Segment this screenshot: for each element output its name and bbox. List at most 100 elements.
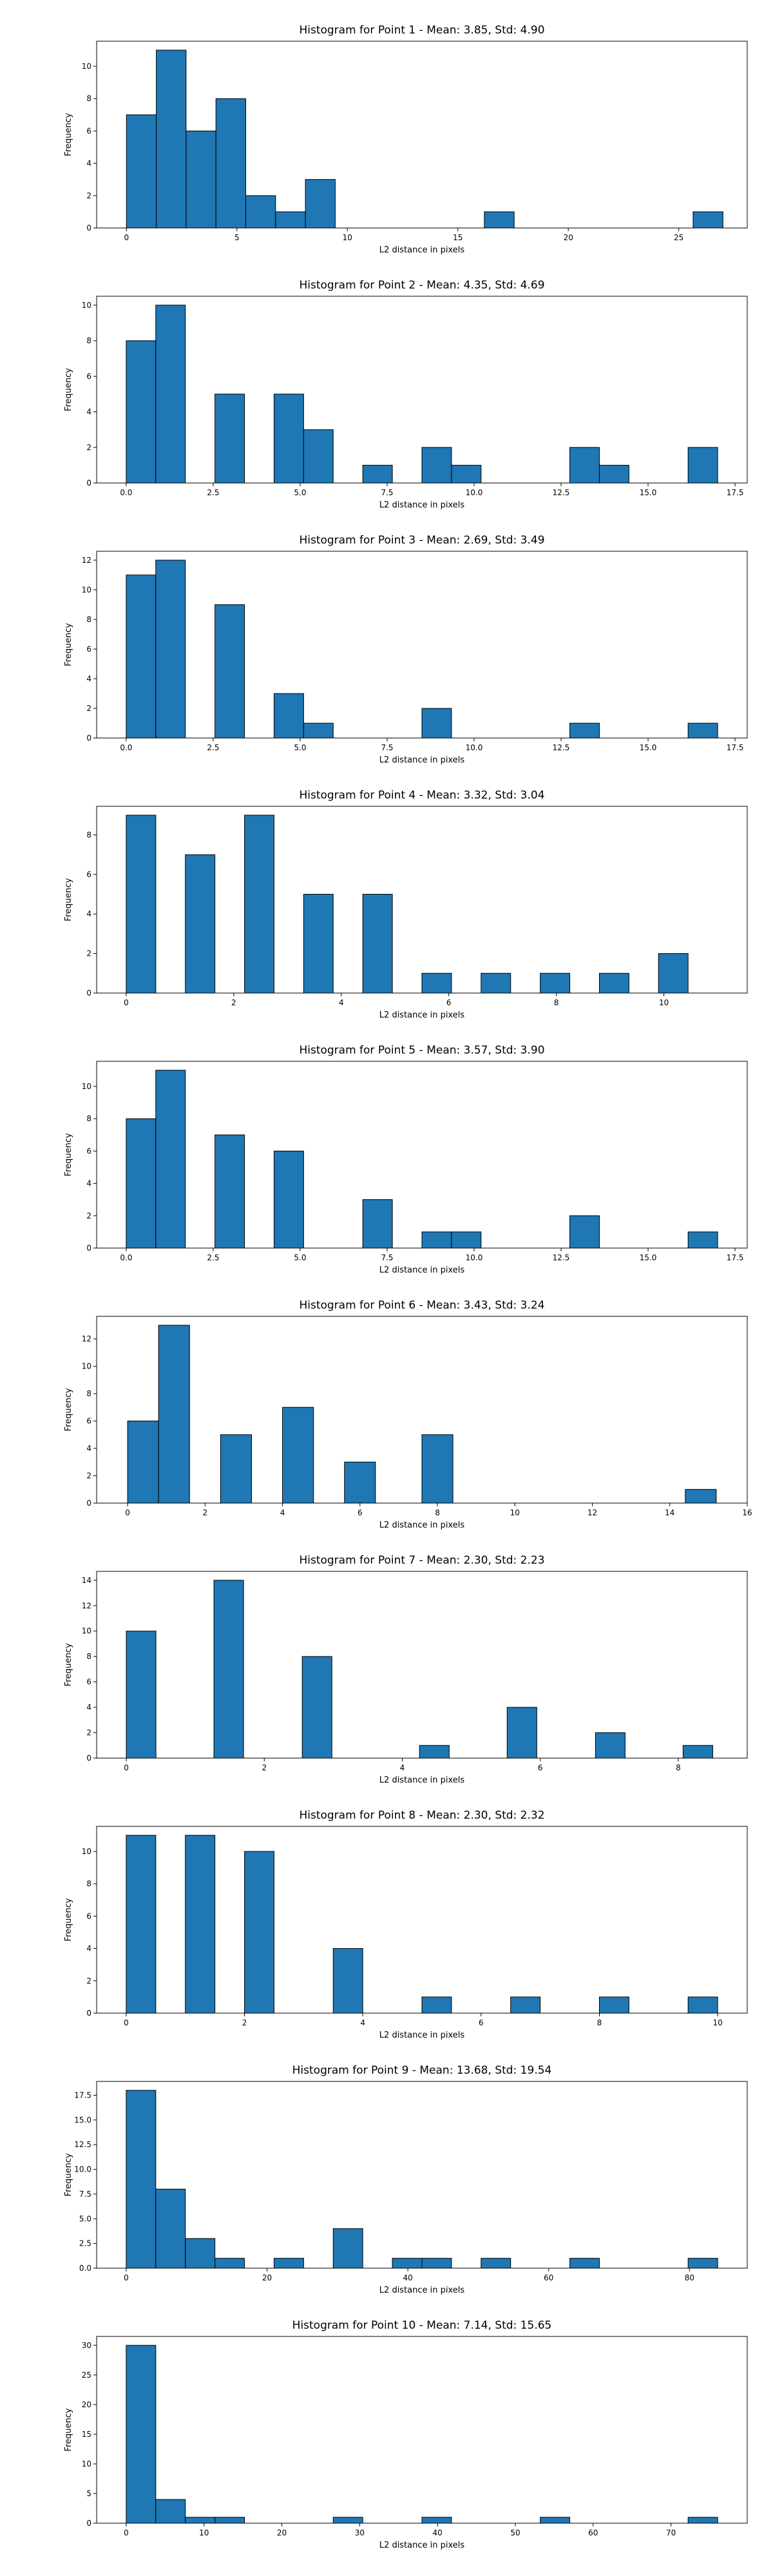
- y-tick-label: 10: [82, 585, 91, 594]
- x-tick-label: 2.5: [207, 1253, 219, 1262]
- x-tick-label: 17.5: [727, 1253, 744, 1262]
- y-axis-label: Frequency: [64, 623, 73, 666]
- y-tick-label: 2: [86, 1211, 91, 1220]
- x-tick-label: 0: [124, 2273, 129, 2282]
- y-tick-label: 17.5: [74, 2090, 91, 2099]
- histogram-chart: Histogram for Point 8 - Mean: 2.30, Std:…: [64, 1809, 748, 2040]
- histogram-bar: [275, 211, 306, 229]
- y-tick-label: 8: [86, 615, 91, 624]
- x-tick-label: 6: [479, 2018, 484, 2027]
- chart-title: Histogram for Point 3 - Mean: 2.69, Std:…: [299, 534, 544, 547]
- x-axis-label: L2 distance in pixels: [379, 2031, 465, 2040]
- histogram-bar: [215, 1134, 245, 1249]
- x-tick-label: 7.5: [381, 488, 393, 497]
- histogram-bar: [126, 1631, 157, 1759]
- x-tick-label: 10: [343, 233, 352, 242]
- histogram-chart: Histogram for Point 4 - Mean: 3.32, Std:…: [64, 789, 748, 1020]
- histogram-bar: [185, 1835, 216, 2014]
- histogram-bar: [421, 1231, 452, 1249]
- y-tick-label: 0: [86, 1244, 91, 1253]
- histogram-bar: [687, 1231, 718, 1249]
- y-tick-label: 2: [86, 443, 91, 452]
- x-tick-label: 7.5: [381, 743, 393, 752]
- histogram-bar: [506, 1707, 537, 1759]
- histogram-panel: Histogram for Point 7 - Mean: 2.30, Std:…: [0, 1533, 773, 1788]
- x-tick-label: 15: [453, 233, 463, 242]
- x-tick-label: 16: [742, 1508, 752, 1517]
- histogram-bar: [481, 972, 511, 994]
- histogram-bar: [421, 1996, 452, 2014]
- x-axis-label: L2 distance in pixels: [379, 1265, 465, 1275]
- chart-title: Histogram for Point 10 - Mean: 7.14, Std…: [292, 2319, 552, 2332]
- y-tick-label: 2.5: [79, 2239, 91, 2248]
- y-axis-label: Frequency: [64, 1133, 73, 1176]
- histogram-bar: [126, 1118, 157, 1249]
- histogram-bar: [540, 972, 571, 994]
- axes-frame: [96, 1061, 748, 1249]
- x-tick-label: 10.0: [466, 743, 483, 752]
- x-tick-label: 15.0: [640, 488, 657, 497]
- histogram-bar: [185, 2517, 216, 2524]
- histogram-bar: [156, 50, 187, 229]
- histogram-bar: [362, 464, 393, 484]
- x-tick-label: 5.0: [294, 1253, 306, 1262]
- histogram-bar: [215, 393, 245, 484]
- y-tick-label: 6: [86, 126, 91, 135]
- x-axis-label: L2 distance in pixels: [379, 1776, 465, 1785]
- x-tick-label: 50: [510, 2528, 520, 2537]
- histogram-bar: [273, 393, 304, 484]
- axes-frame: [96, 2336, 748, 2524]
- histogram-panel: Histogram for Point 4 - Mean: 3.32, Std:…: [0, 768, 773, 1023]
- histogram-bar: [598, 972, 629, 994]
- histogram-bar: [595, 1732, 625, 1759]
- chart-title: Histogram for Point 4 - Mean: 3.32, Std:…: [299, 789, 544, 802]
- histogram-bar: [215, 98, 246, 229]
- histogram-bar: [332, 1948, 363, 2014]
- x-tick-label: 2: [203, 1508, 208, 1517]
- y-tick-label: 12: [82, 1334, 91, 1343]
- histogram-bar: [155, 305, 186, 484]
- y-axis-label: Frequency: [64, 1898, 73, 1941]
- x-tick-label: 15.0: [640, 1253, 657, 1262]
- x-tick-label: 0: [124, 1763, 129, 1772]
- histogram-bar: [421, 447, 452, 484]
- histogram-bar: [244, 815, 274, 994]
- histogram-chart: Histogram for Point 9 - Mean: 13.68, Std…: [64, 2064, 748, 2295]
- x-tick-label: 15.0: [640, 743, 657, 752]
- histogram-bar: [155, 2499, 186, 2524]
- y-tick-label: 4: [86, 159, 91, 168]
- histogram-bar: [419, 1745, 450, 1759]
- x-tick-label: 12.5: [553, 1253, 570, 1262]
- y-tick-label: 4: [86, 1444, 91, 1453]
- histogram-chart: Histogram for Point 7 - Mean: 2.30, Std:…: [64, 1554, 748, 1785]
- y-tick-label: 4: [86, 1703, 91, 1712]
- x-tick-label: 4: [400, 1763, 405, 1772]
- y-tick-label: 30: [82, 2341, 91, 2350]
- y-tick-label: 0: [86, 734, 91, 743]
- chart-title: Histogram for Point 2 - Mean: 4.35, Std:…: [299, 279, 544, 292]
- x-tick-label: 2: [242, 2018, 247, 2027]
- x-tick-label: 8: [435, 1508, 440, 1517]
- y-tick-label: 10: [82, 62, 91, 71]
- x-tick-label: 25: [674, 233, 683, 242]
- x-tick-label: 12.5: [553, 743, 570, 752]
- y-tick-label: 5: [86, 2489, 91, 2498]
- y-tick-label: 12.5: [74, 2140, 91, 2149]
- histogram-bar: [126, 815, 157, 994]
- histogram-bar: [421, 708, 452, 739]
- y-tick-label: 10: [82, 1362, 91, 1371]
- histogram-bar: [362, 1199, 393, 1249]
- x-tick-label: 12.5: [553, 488, 570, 497]
- histogram-panel: Histogram for Point 5 - Mean: 3.57, Std:…: [0, 1023, 773, 1278]
- histogram-bar: [451, 1231, 482, 1249]
- x-tick-label: 60: [544, 2273, 553, 2282]
- histogram-bar: [273, 1150, 304, 1249]
- y-tick-label: 2: [86, 1472, 91, 1481]
- y-tick-label: 4: [86, 1944, 91, 1953]
- histogram-bar: [658, 953, 689, 994]
- x-tick-label: 0: [124, 233, 129, 242]
- histogram-bar: [569, 1215, 600, 1249]
- histogram-bar: [344, 1461, 376, 1504]
- y-tick-label: 25: [82, 2371, 91, 2380]
- axes-frame: [96, 2081, 748, 2269]
